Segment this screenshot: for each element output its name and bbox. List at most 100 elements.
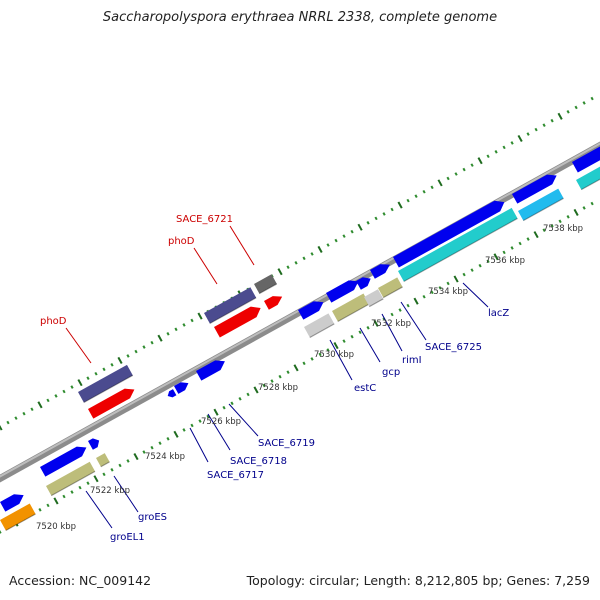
outer-scale-minor-tick — [46, 398, 50, 403]
scale-label-6: 7532 kbp — [371, 319, 411, 329]
inner-scale-minor-tick — [86, 481, 90, 485]
outer-scale-minor-tick — [86, 376, 90, 380]
outer-scale-minor-tick — [590, 96, 594, 101]
lacz-gene — [398, 207, 518, 282]
inner-scale-minor-tick — [62, 494, 66, 499]
inner-scale-major-tick — [53, 497, 59, 505]
outer-scale-minor-tick — [150, 340, 154, 345]
inner-scale-minor-tick — [150, 445, 154, 450]
inner-scale-minor-tick — [406, 303, 410, 308]
phod-2-leader — [193, 247, 218, 285]
lacz-blue — [393, 200, 505, 268]
sace-6719-leader — [228, 403, 259, 437]
inner-scale-minor-tick — [46, 503, 50, 508]
groes-blue — [88, 438, 100, 450]
label-sace-6717: SACE_6717 — [207, 470, 264, 481]
scale-label-9: 7538 kbp — [543, 224, 583, 234]
outer-scale-minor-tick — [566, 110, 570, 114]
inner-scale-minor-tick — [518, 241, 522, 246]
label-sace-6718: SACE_6718 — [230, 456, 287, 467]
outer-scale-minor-tick — [342, 234, 346, 238]
inner-scale-minor-tick — [102, 472, 106, 477]
outer-scale-major-tick — [117, 356, 123, 364]
outer-scale-minor-tick — [414, 194, 418, 198]
inner-scale-minor-tick — [302, 361, 306, 366]
sace-6725-gene — [378, 277, 403, 298]
scale-label-8: 7536 kbp — [485, 256, 525, 266]
inner-scale-minor-tick — [470, 268, 474, 272]
inner-scale-minor-tick — [550, 223, 554, 228]
inner-scale-minor-tick — [246, 392, 250, 397]
phod-1-leader — [65, 327, 92, 364]
map-title: Saccharopolyspora erythraea NRRL 2338, c… — [102, 10, 498, 25]
sace-6718-gene — [174, 382, 189, 394]
groel1-blue — [40, 446, 87, 477]
inner-scale-major-tick — [493, 253, 499, 261]
outer-scale-minor-tick — [310, 252, 314, 256]
inner-scale-major-tick — [93, 475, 99, 483]
outer-scale-minor-tick — [486, 154, 490, 159]
accession-text: Accession: NC_009142 — [9, 573, 152, 588]
gene-far-right-cyan-shade — [581, 178, 600, 191]
phod-gene-1-shade — [83, 374, 134, 404]
groel1-gene-shade — [51, 470, 96, 497]
phod-gene-1-red — [88, 388, 135, 419]
estc-leader — [329, 339, 353, 381]
outer-scale-minor-tick — [110, 363, 114, 367]
phod-gene-2-shade — [209, 297, 257, 325]
inner-scale-minor-tick — [382, 317, 386, 321]
inner-scale-minor-tick — [486, 259, 490, 264]
outer-scale-minor-tick — [510, 141, 514, 145]
outer-scale-minor-tick — [454, 172, 458, 176]
outer-scale-major-tick — [197, 312, 203, 320]
outer-scale-minor-tick — [446, 176, 450, 181]
inner-scale-major-tick — [173, 430, 179, 438]
inner-scale-minor-tick — [318, 352, 322, 357]
outer-scale-minor-tick — [94, 371, 98, 376]
outer-scale-minor-tick — [582, 101, 586, 105]
inner-scale-minor-tick — [350, 334, 354, 339]
outer-scale-minor-tick — [494, 150, 498, 154]
scale-label-2: 7524 kbp — [145, 452, 185, 462]
inner-scale-minor-tick — [126, 459, 130, 463]
gcp-gene-shade — [337, 303, 370, 323]
phod-gene-1 — [78, 364, 133, 403]
outer-scale-minor-tick — [430, 185, 434, 190]
outer-scale-minor-tick — [182, 323, 186, 327]
outer-scale-minor-tick — [382, 212, 386, 216]
groes-gene — [96, 453, 110, 467]
outer-scale-minor-tick — [30, 407, 34, 412]
inner-scale-major-tick — [573, 208, 579, 216]
inner-scale-minor-tick — [286, 370, 290, 375]
label-sace-6719: SACE_6719 — [258, 438, 315, 449]
outer-scale-minor-tick — [374, 216, 378, 221]
inner-scale-major-tick — [253, 386, 259, 394]
outer-scale-minor-tick — [190, 318, 194, 323]
inner-scale-minor-tick — [462, 272, 466, 277]
outer-scale-minor-tick — [14, 416, 18, 420]
outer-scale-minor-tick — [174, 327, 178, 332]
label-gcp: gcp — [382, 367, 400, 378]
outer-scale-minor-tick — [326, 243, 330, 247]
inner-scale-minor-tick — [110, 468, 114, 472]
inner-scale-minor-tick — [542, 228, 546, 232]
inner-scale-minor-tick — [0, 530, 2, 534]
outer-scale-minor-tick — [54, 394, 58, 398]
outer-scale-major-tick — [357, 223, 363, 231]
inner-scale-minor-tick — [422, 294, 426, 299]
sace-6721-gene — [254, 274, 277, 294]
outer-scale-minor-tick — [286, 265, 290, 270]
lacz-gene-shade — [403, 217, 518, 283]
inner-scale-minor-tick — [262, 383, 266, 388]
label-phod-1: phoD — [40, 316, 67, 327]
feature-layer — [0, 146, 600, 532]
inner-scale-minor-tick — [358, 330, 362, 335]
outer-scale-minor-tick — [366, 221, 370, 225]
inner-scale-minor-tick — [70, 490, 74, 494]
groel1-leader — [85, 490, 113, 529]
scale-label-3: 7526 kbp — [201, 417, 241, 427]
outer-scale-minor-tick — [350, 229, 354, 234]
rimi-gene-shade — [369, 298, 384, 308]
outer-scale-major-tick — [317, 245, 323, 253]
label-rimi: rimI — [402, 355, 422, 366]
